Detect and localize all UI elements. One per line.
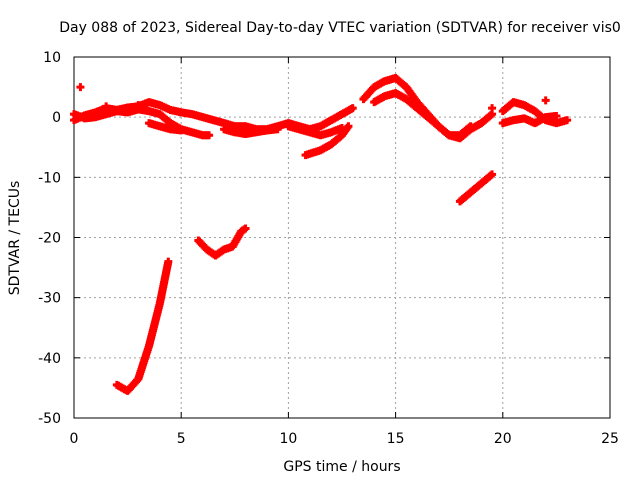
- series-arc-c: [145, 119, 186, 135]
- series-arc-e: [284, 122, 346, 140]
- data-point: [102, 102, 111, 111]
- data-point: [241, 224, 250, 233]
- data-point: [205, 131, 214, 140]
- data-point: [177, 126, 186, 135]
- data-points: [70, 74, 572, 395]
- series-arc-b: [70, 105, 214, 140]
- x-tick-label: 20: [494, 431, 512, 447]
- data-point: [563, 116, 572, 125]
- data-point: [488, 170, 497, 179]
- data-point: [134, 101, 143, 110]
- x-tick-label: 25: [601, 431, 619, 447]
- series-arc-d: [220, 125, 282, 139]
- y-tick-label: -20: [38, 231, 61, 247]
- series-outliers: [76, 83, 550, 113]
- y-tick-label: -50: [38, 411, 61, 427]
- y-tick-label: -10: [38, 170, 61, 186]
- axis-ticks: [73, 56, 611, 419]
- y-axis-label: SDTVAR / TECUs: [7, 181, 23, 296]
- data-point: [344, 122, 353, 131]
- data-point: [348, 104, 357, 113]
- series-arc-i: [498, 111, 561, 128]
- x-tick-label: 10: [279, 431, 297, 447]
- series-arc-g: [359, 74, 475, 140]
- chart-title: Day 088 of 2023, Sidereal Day-to-day VTE…: [59, 20, 621, 36]
- data-point: [488, 104, 497, 113]
- series-arc-k: [455, 170, 497, 206]
- data-point: [552, 111, 561, 120]
- series-arc-l: [194, 224, 250, 260]
- y-tick-label: 0: [52, 110, 61, 126]
- x-tick-label: 15: [387, 431, 405, 447]
- x-axis-label: GPS time / hours: [283, 459, 400, 475]
- data-point: [164, 257, 173, 266]
- y-tick-label: -30: [38, 291, 61, 307]
- x-tick-label: 0: [70, 431, 79, 447]
- series-arc-j: [301, 122, 353, 160]
- data-point: [76, 83, 85, 92]
- series-arc-m: [112, 257, 173, 395]
- data-point: [273, 125, 282, 134]
- x-tick-label: 5: [177, 431, 186, 447]
- data-point: [541, 96, 550, 105]
- y-tick-label: -40: [38, 351, 61, 367]
- y-tick-label: 10: [43, 50, 61, 66]
- data-point: [466, 122, 475, 131]
